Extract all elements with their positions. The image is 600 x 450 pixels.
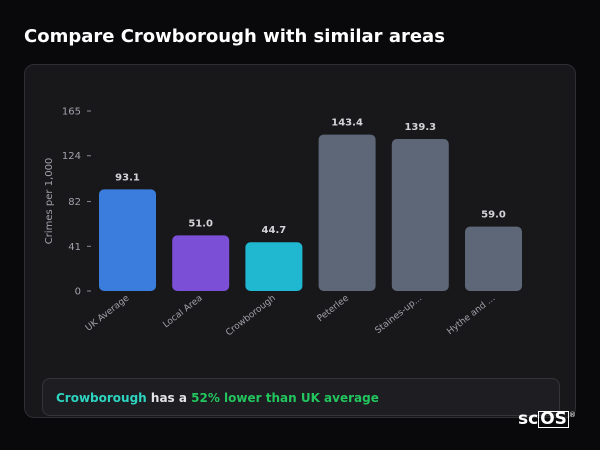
x-category-label: Peterlee [316,293,352,324]
summary-banner: Crowborough has a 52% lower than UK aver… [42,378,560,416]
x-category-label: Staines-up... [374,293,425,336]
logo-sc: sc [518,409,539,429]
summary-highlight: 52% lower than UK average [191,391,379,405]
y-axis-title: Crimes per 1,000 [44,158,55,245]
crime-bar-chart: Crimes per 1,000 0 41 82 124 165 93.1 UK Averag… [44,107,522,338]
y-tick-label: 0 [75,287,81,298]
y-tick-label: 165 [62,107,81,118]
summary-area-name: Crowborough [56,391,147,405]
bar-value-label: 143.4 [331,118,363,129]
summary-text: has a [146,391,192,405]
y-tick-label: 41 [68,242,81,253]
bar-value-label: 59.0 [481,210,506,221]
bar-value-label: 139.3 [404,122,436,133]
bar [99,189,156,291]
bar [318,134,376,291]
logo-os: OS [538,409,569,429]
logo-registered-mark: ® [569,411,576,419]
bar [245,242,303,291]
bar-value-label: 44.7 [262,225,287,236]
y-tick-label: 82 [68,197,81,208]
bar [391,139,449,291]
comparison-card: Crimes per 1,000 0 41 82 124 165 93.1 UK Averag… [24,64,576,418]
x-category-label: UK Average [84,293,132,333]
y-tick-label: 124 [62,151,81,162]
x-category-label: Local Area [161,293,204,330]
scos-logo: sc OS ® [518,409,576,429]
page-title: Compare Crowborough with similar areas [24,26,445,47]
bar-value-label: 93.1 [115,172,140,183]
x-category-label: Crowborough [224,293,277,338]
bar-value-label: 51.0 [188,218,213,229]
bar [172,235,230,291]
bar [465,226,522,291]
x-category-label: Hythe and ... [445,293,497,337]
